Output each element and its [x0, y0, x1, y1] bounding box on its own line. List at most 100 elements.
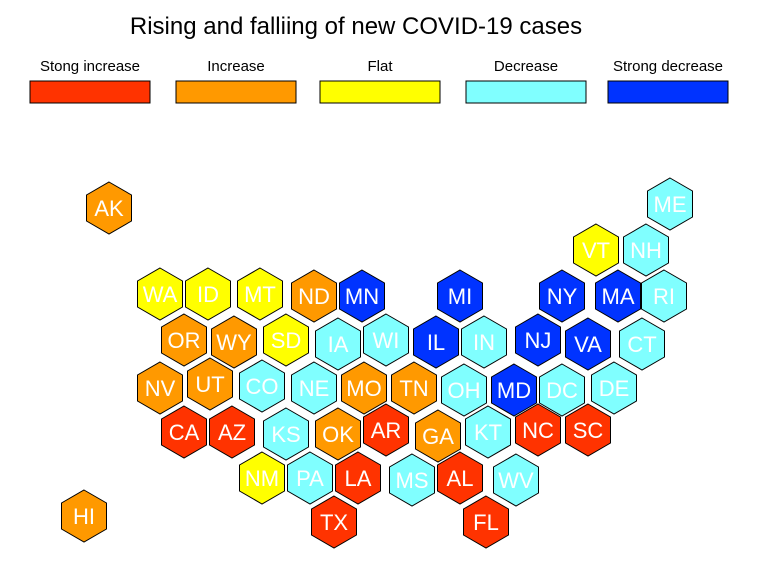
state-label-il: IL: [427, 330, 445, 355]
state-tile-oh: [441, 363, 487, 417]
state-tile-ri: [641, 269, 687, 323]
state-hex-me: ME: [647, 177, 693, 231]
state-hex-al: AL: [437, 451, 483, 505]
state-hex-co: CO: [239, 359, 285, 413]
state-label-ok: OK: [322, 422, 354, 447]
state-label-co: CO: [246, 374, 279, 399]
state-tile-ut: [187, 357, 233, 411]
state-hex-wi: WI: [363, 313, 409, 367]
legend-label-decrease: Decrease: [494, 58, 558, 75]
state-tile-hi: [61, 489, 107, 543]
state-tile-pa: [287, 451, 333, 505]
state-label-ma: MA: [602, 284, 635, 309]
state-tile-nc: [515, 403, 561, 457]
state-label-mn: MN: [345, 284, 379, 309]
state-tile-wv: [493, 453, 539, 507]
state-tile-nd: [291, 269, 337, 323]
state-tile-ga: [415, 409, 461, 463]
state-tile-az: [209, 405, 255, 459]
state-tile-ak: [86, 181, 132, 235]
state-tile-ma: [595, 269, 641, 323]
state-hex-ut: UT: [187, 357, 233, 411]
state-tile-il: [413, 315, 459, 369]
state-hex-mt: MT: [237, 267, 283, 321]
state-hex-ct: CT: [619, 317, 665, 371]
state-label-tn: TN: [399, 376, 428, 401]
state-hex-wv: WV: [493, 453, 539, 507]
state-label-ak: AK: [94, 196, 124, 221]
state-label-de: DE: [599, 376, 630, 401]
state-tile-vt: [573, 223, 619, 277]
state-hex-tn: TN: [391, 361, 437, 415]
state-tile-co: [239, 359, 285, 413]
state-tile-ok: [315, 407, 361, 461]
state-tile-id: [185, 267, 231, 321]
legend-swatch-flat: [319, 80, 441, 104]
state-tile-dc: [539, 363, 585, 417]
state-tile-al: [437, 451, 483, 505]
state-tile-wy: [211, 315, 257, 369]
state-tile-wi: [363, 313, 409, 367]
state-hex-va: VA: [565, 317, 611, 371]
legend: Stong increase Increase Flat Decrease Strong…: [29, 58, 729, 104]
state-label-mi: MI: [448, 284, 472, 309]
state-hex-il: IL: [413, 315, 459, 369]
state-tile-mo: [341, 361, 387, 415]
state-label-oh: OH: [448, 378, 481, 403]
state-label-kt: KT: [474, 420, 502, 445]
state-hex-ny: NY: [539, 269, 585, 323]
state-hex-nc: NC: [515, 403, 561, 457]
state-label-mo: MO: [346, 376, 381, 401]
state-label-nm: NM: [245, 466, 279, 491]
state-label-hi: HI: [73, 504, 95, 529]
state-hex-oh: OH: [441, 363, 487, 417]
state-label-ks: KS: [271, 422, 300, 447]
state-tile-ct: [619, 317, 665, 371]
chart-title: Rising and falliing of new COVID-19 case…: [130, 13, 582, 40]
state-label-wy: WY: [216, 330, 252, 355]
state-hex-nh: NH: [623, 223, 669, 277]
state-tile-la: [335, 451, 381, 505]
state-label-ut: UT: [195, 372, 224, 397]
state-label-tx: TX: [320, 510, 348, 535]
state-hex-vt: VT: [573, 223, 619, 277]
state-hex-in: IN: [461, 315, 507, 369]
state-tile-nm: [239, 451, 285, 505]
state-hex-pa: PA: [287, 451, 333, 505]
state-tile-ms: [389, 453, 435, 507]
state-label-ri: RI: [653, 284, 675, 309]
state-hex-fl: FL: [463, 495, 509, 549]
state-hex-nm: NM: [239, 451, 285, 505]
legend-label-strong-increase: Stong increase: [40, 58, 140, 75]
state-hex-kt: KT: [465, 405, 511, 459]
state-tile-ne: [291, 361, 337, 415]
legend-swatch-strong-decrease: [607, 80, 729, 104]
state-tile-mi: [437, 269, 483, 323]
state-label-dc: DC: [546, 378, 578, 403]
state-label-nh: NH: [630, 238, 662, 263]
state-tile-kt: [465, 405, 511, 459]
state-hex-nj: NJ: [515, 313, 561, 367]
state-label-id: ID: [197, 282, 219, 307]
state-hex-ar: AR: [363, 403, 409, 457]
state-tile-va: [565, 317, 611, 371]
state-hex-ks: KS: [263, 407, 309, 461]
state-hex-ok: OK: [315, 407, 361, 461]
state-label-nc: NC: [522, 418, 554, 443]
state-tile-or: [161, 313, 207, 367]
state-hex-ne: NE: [291, 361, 337, 415]
legend-swatch-decrease: [465, 80, 587, 104]
legend-label-increase: Increase: [207, 58, 265, 75]
state-hex-nd: ND: [291, 269, 337, 323]
state-label-ca: CA: [169, 420, 200, 445]
state-tile-mn: [339, 269, 385, 323]
state-label-ne: NE: [299, 376, 330, 401]
state-tile-de: [591, 361, 637, 415]
state-hex-or: OR: [161, 313, 207, 367]
state-hex-ms: MS: [389, 453, 435, 507]
state-hex-sc: SC: [565, 403, 611, 457]
state-hex-ca: CA: [161, 405, 207, 459]
state-hex-la: LA: [335, 451, 381, 505]
state-tile-tx: [311, 495, 357, 549]
